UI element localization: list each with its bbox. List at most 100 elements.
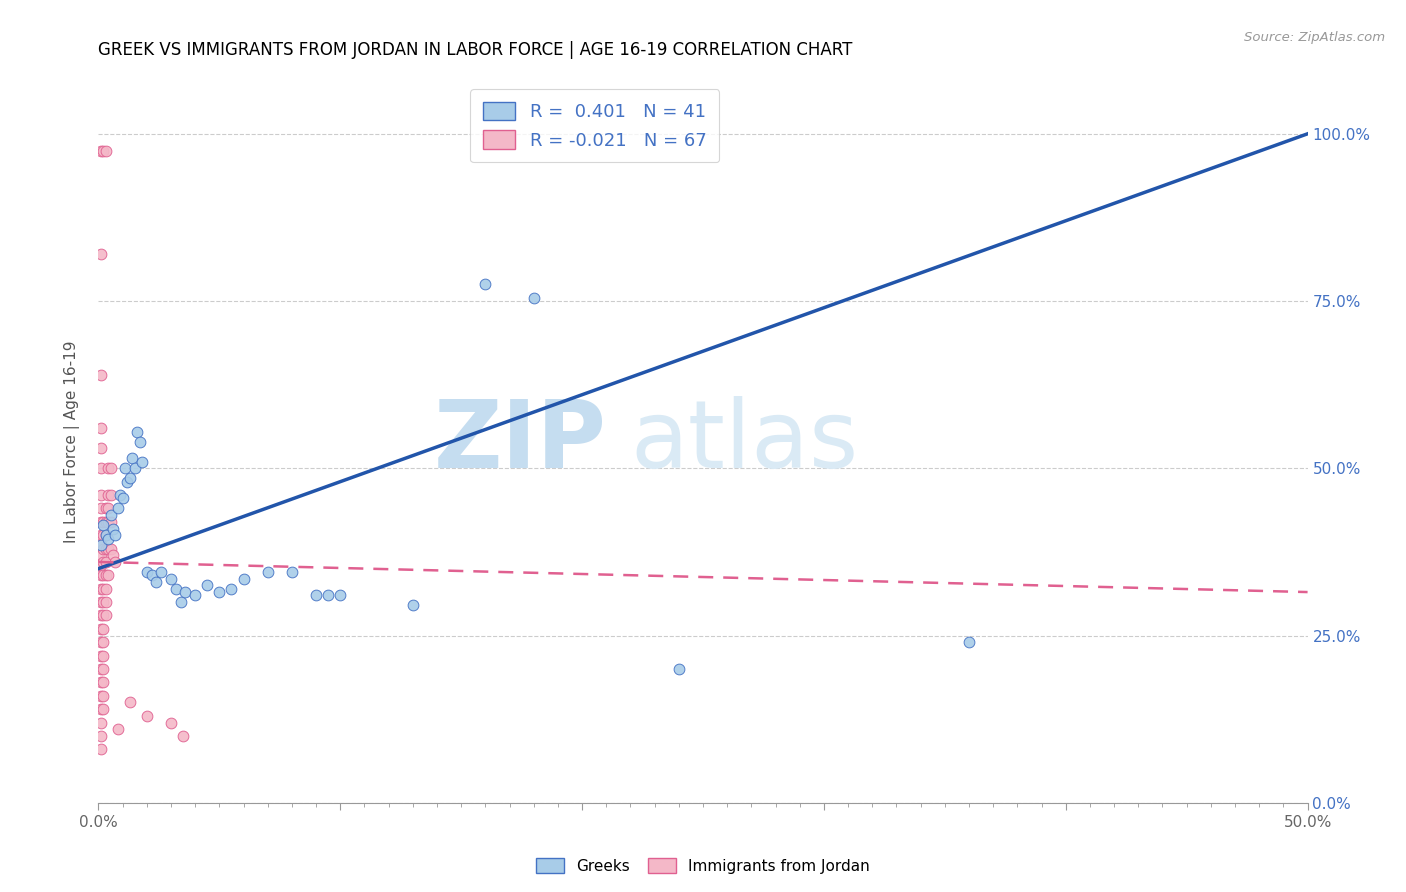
Point (91, 518, 114, 533)
Point (174, 585, 197, 599)
Point (94, 582, 117, 596)
Point (91, 608, 114, 623)
Point (91, 528, 114, 542)
Point (94, 528, 117, 542)
Point (91, 622, 114, 636)
Point (135, 708, 157, 723)
Point (91, 515, 114, 529)
Point (101, 521, 124, 535)
Point (108, 488, 131, 502)
Point (91, 144, 114, 158)
Point (100, 488, 122, 502)
Point (90, 582, 112, 596)
Point (94, 595, 117, 609)
Point (281, 565, 304, 579)
Point (90, 689, 112, 703)
Point (91, 662, 114, 676)
Y-axis label: In Labor Force | Age 16-19: In Labor Force | Age 16-19 (63, 340, 80, 543)
Point (90, 595, 112, 609)
Point (100, 461, 122, 475)
Point (91, 675, 114, 690)
Point (90, 675, 112, 690)
Point (90, 488, 112, 502)
Point (90, 635, 112, 649)
Point (90, 608, 112, 623)
Point (172, 729, 194, 743)
Point (97, 541, 120, 556)
Point (91, 541, 114, 556)
Point (90, 662, 112, 676)
Point (90, 144, 112, 158)
Point (668, 662, 690, 676)
Point (91, 689, 114, 703)
Point (90, 729, 112, 743)
Point (94, 501, 117, 516)
Point (91, 555, 114, 569)
Point (957, 635, 980, 649)
Point (145, 575, 167, 590)
Point (90, 247, 112, 261)
Point (104, 555, 127, 569)
Point (90, 501, 112, 516)
Point (94, 144, 117, 158)
Point (100, 541, 122, 556)
Point (90, 548, 112, 563)
Point (90, 568, 112, 582)
Point (90, 461, 112, 475)
Point (195, 578, 218, 592)
Text: Source: ZipAtlas.com: Source: ZipAtlas.com (1244, 31, 1385, 45)
Point (316, 589, 339, 603)
Text: ZIP: ZIP (433, 395, 606, 488)
Point (94, 541, 117, 556)
Point (91, 595, 114, 609)
Point (107, 501, 129, 516)
Point (91, 702, 114, 716)
Point (124, 461, 146, 475)
Point (90, 442, 112, 455)
Point (90, 528, 112, 542)
Point (165, 582, 187, 596)
Point (160, 715, 183, 730)
Point (101, 548, 124, 563)
Text: atlas: atlas (630, 395, 859, 488)
Point (90, 558, 112, 573)
Point (97, 568, 120, 582)
Point (114, 461, 136, 475)
Point (104, 528, 127, 542)
Point (97, 515, 120, 529)
Point (474, 277, 496, 292)
Point (107, 723, 129, 737)
Point (128, 434, 150, 449)
Point (118, 471, 141, 485)
Point (523, 291, 546, 305)
Point (90, 702, 112, 716)
Point (141, 568, 163, 582)
Point (97, 488, 120, 502)
Point (150, 565, 173, 579)
Point (91, 648, 114, 663)
Point (169, 595, 191, 609)
Point (131, 455, 153, 469)
Point (97, 461, 120, 475)
Point (221, 582, 243, 596)
Point (121, 451, 143, 466)
Point (91, 582, 114, 596)
Point (256, 565, 278, 579)
Point (90, 515, 112, 529)
Point (184, 589, 207, 603)
Point (90, 715, 112, 730)
Point (305, 589, 328, 603)
Point (117, 475, 139, 489)
Point (94, 515, 117, 529)
Point (97, 501, 120, 516)
Text: GREEK VS IMMIGRANTS FROM JORDAN IN LABOR FORCE | AGE 16-19 CORRELATION CHART: GREEK VS IMMIGRANTS FROM JORDAN IN LABOR… (98, 41, 853, 59)
Point (90, 368, 112, 382)
Legend: Greeks, Immigrants from Jordan: Greeks, Immigrants from Jordan (530, 852, 876, 880)
Point (402, 599, 425, 613)
Point (90, 538, 112, 552)
Point (90, 421, 112, 435)
Point (118, 696, 141, 710)
Point (90, 622, 112, 636)
Point (94, 555, 117, 569)
Point (127, 425, 149, 439)
